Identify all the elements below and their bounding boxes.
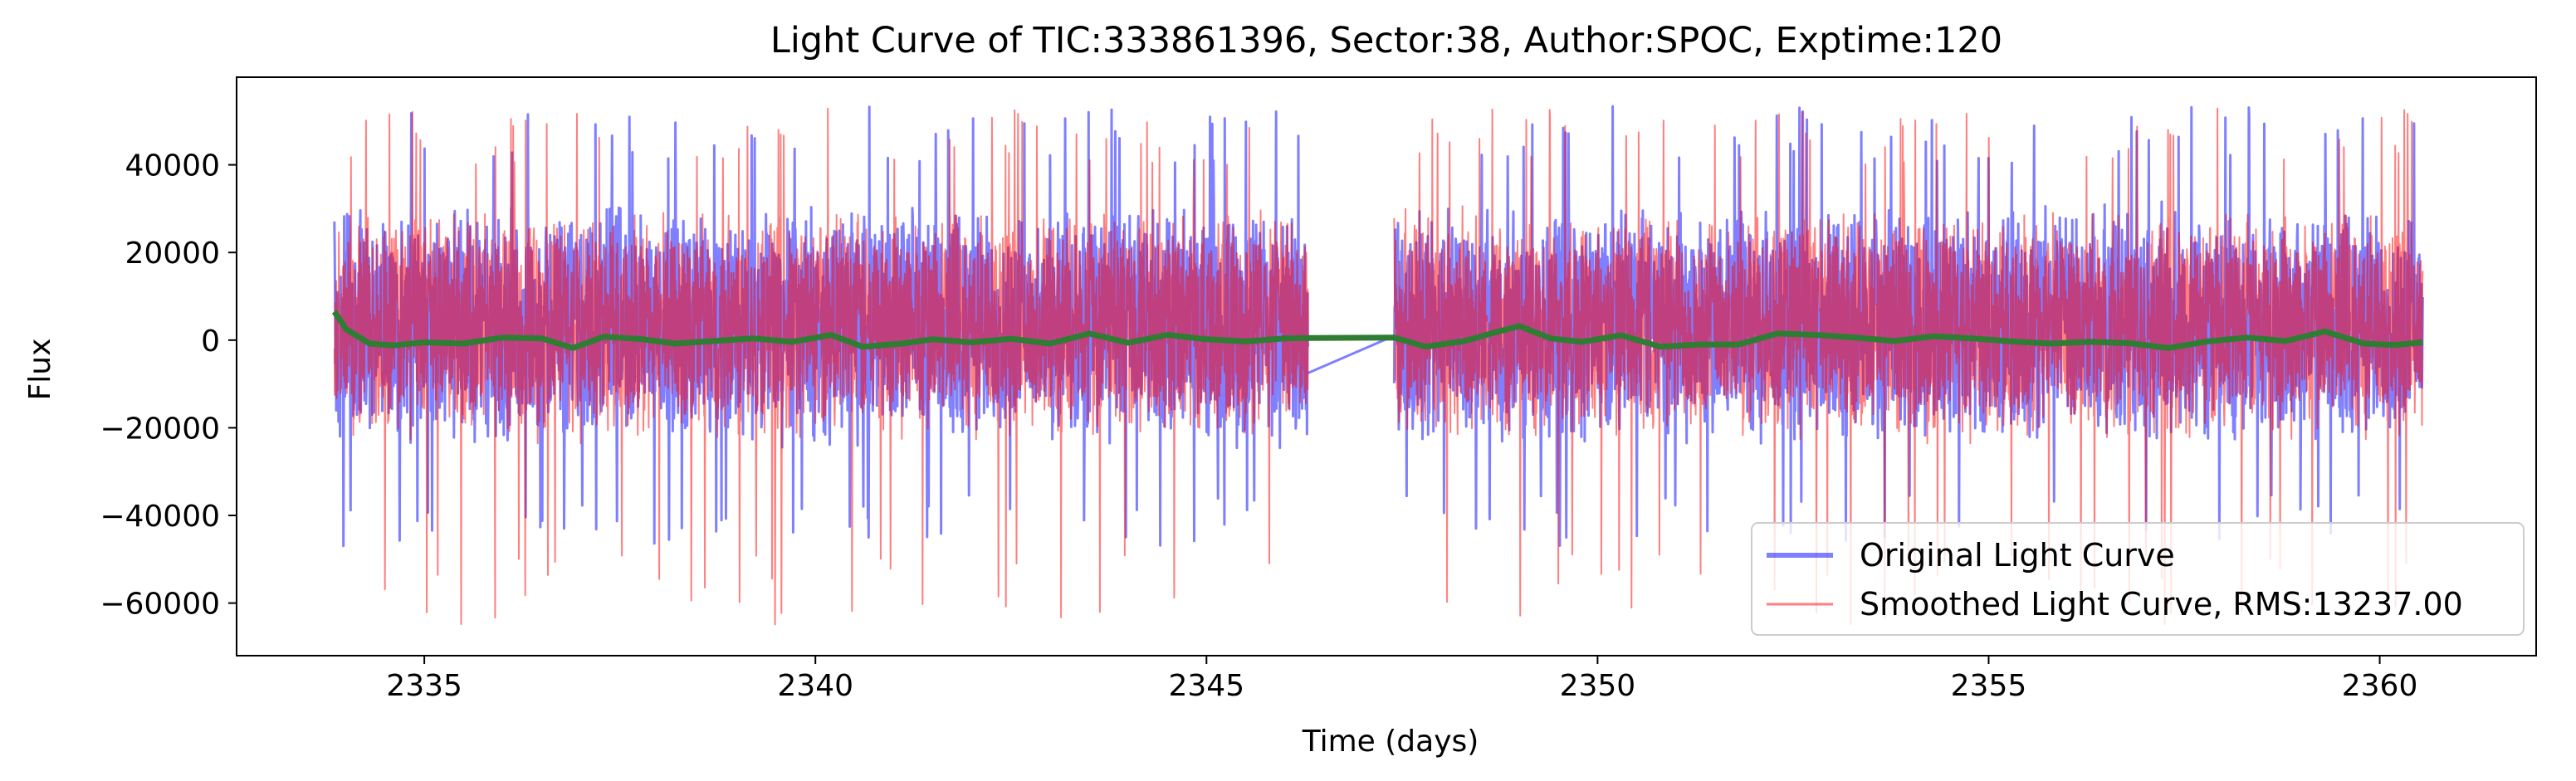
plot-frame [236, 76, 2537, 657]
y-axis: −60000 −40000 −20000 0 20000 40000 [100, 149, 237, 622]
legend-box [1751, 522, 2525, 636]
chart-title: Light Curve of TIC:333861396, Sector:38,… [770, 20, 2002, 61]
legend: Original Light Curve Smoothed Light Curv… [1751, 522, 2525, 636]
y-axis-label: Flux [23, 339, 57, 401]
y-tick-label: −20000 [100, 412, 220, 446]
smoothed-light-curve-segment [333, 107, 1309, 626]
x-tick-label: 2350 [1560, 669, 1636, 703]
trend-line-path [331, 310, 2423, 351]
x-tick-label: 2360 [2342, 669, 2418, 703]
x-tick-label: 2340 [777, 669, 853, 703]
x-axis-label: Time (days) [1302, 725, 1479, 759]
legend-label-smoothed: Smoothed Light Curve, RMS:13237.00 [1860, 586, 2463, 622]
y-tick-label: 20000 [125, 237, 220, 271]
legend-label-original: Original Light Curve [1860, 537, 2175, 574]
x-tick-label: 2345 [1168, 669, 1244, 703]
x-axis: 2335 2340 2345 2350 2355 2360 [386, 656, 2417, 703]
y-tick-label: −40000 [100, 500, 220, 534]
x-tick-label: 2355 [1951, 669, 2027, 703]
y-tick-label: 0 [201, 325, 220, 359]
y-tick-label: 40000 [125, 149, 220, 183]
original-light-curve-gap-bridge [1308, 334, 1395, 374]
trend-line [331, 310, 2423, 351]
x-tick-label: 2335 [386, 669, 462, 703]
y-tick-label: −60000 [100, 588, 220, 622]
